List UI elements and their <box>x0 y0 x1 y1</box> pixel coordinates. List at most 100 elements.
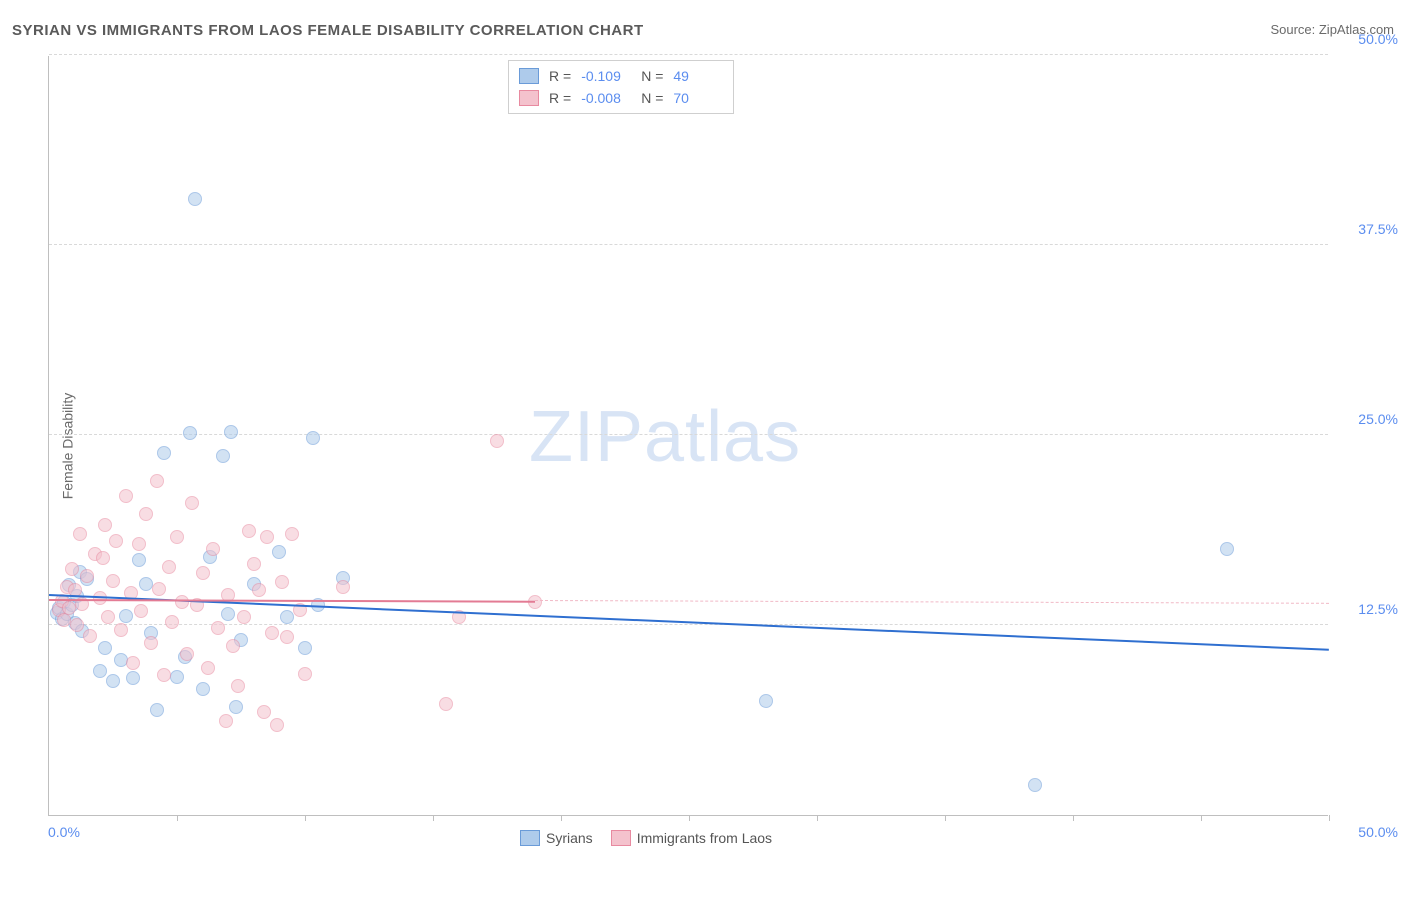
data-point <box>70 618 84 632</box>
data-point <box>119 609 133 623</box>
data-point <box>175 595 189 609</box>
data-point <box>157 446 171 460</box>
data-point <box>237 610 251 624</box>
data-point <box>165 615 179 629</box>
legend-r-label: R = <box>549 90 571 106</box>
data-point <box>170 530 184 544</box>
data-point <box>196 682 210 696</box>
data-point <box>152 582 166 596</box>
legend-n-value: 49 <box>673 68 723 84</box>
data-point <box>114 623 128 637</box>
x-tick <box>1073 815 1074 821</box>
data-point <box>226 639 240 653</box>
data-point <box>106 574 120 588</box>
legend-swatch <box>519 90 539 106</box>
data-point <box>93 664 107 678</box>
data-point <box>201 661 215 675</box>
data-point <box>109 534 123 548</box>
y-tick-label: 37.5% <box>1338 221 1398 237</box>
data-point <box>185 496 199 510</box>
data-point <box>144 636 158 650</box>
data-point <box>265 626 279 640</box>
data-point <box>229 700 243 714</box>
legend-label: Syrians <box>546 830 593 846</box>
y-tick-label: 25.0% <box>1338 411 1398 427</box>
legend-r-label: R = <box>549 68 571 84</box>
legend-label: Immigrants from Laos <box>637 830 772 846</box>
data-point <box>1220 542 1234 556</box>
data-point <box>439 697 453 711</box>
x-axis-min-label: 0.0% <box>48 824 80 920</box>
legend-item: Syrians <box>520 830 593 846</box>
data-point <box>759 694 773 708</box>
data-point <box>139 507 153 521</box>
x-tick <box>1329 815 1330 821</box>
legend-n-label: N = <box>641 90 663 106</box>
data-point <box>96 551 110 565</box>
series-legend: Syrians Immigrants from Laos <box>520 830 772 846</box>
data-point <box>260 530 274 544</box>
x-tick <box>817 815 818 821</box>
data-point <box>80 569 94 583</box>
data-point <box>132 553 146 567</box>
data-point <box>119 489 133 503</box>
data-point <box>306 431 320 445</box>
data-point <box>219 714 233 728</box>
data-point <box>126 656 140 670</box>
legend-n-label: N = <box>641 68 663 84</box>
legend-row: R = -0.008 N = 70 <box>519 87 723 109</box>
data-point <box>183 426 197 440</box>
legend-row: R = -0.109 N = 49 <box>519 65 723 87</box>
x-tick <box>689 815 690 821</box>
data-point <box>257 705 271 719</box>
legend-r-value: -0.008 <box>581 90 631 106</box>
data-point <box>73 527 87 541</box>
watermark: ZIPatlas <box>529 396 801 478</box>
data-point <box>180 647 194 661</box>
data-point <box>157 668 171 682</box>
data-point <box>298 641 312 655</box>
data-point <box>132 537 146 551</box>
gridline <box>49 434 1328 435</box>
x-tick <box>177 815 178 821</box>
x-tick <box>945 815 946 821</box>
data-point <box>231 679 245 693</box>
trend-line-extrapolated <box>535 600 1329 604</box>
legend-n-value: 70 <box>673 90 723 106</box>
data-point <box>285 527 299 541</box>
data-point <box>150 474 164 488</box>
data-point <box>490 434 504 448</box>
data-point <box>126 671 140 685</box>
data-point <box>98 641 112 655</box>
gridline <box>49 244 1328 245</box>
x-tick <box>305 815 306 821</box>
data-point <box>242 524 256 538</box>
data-point <box>221 607 235 621</box>
x-axis-max-label: 50.0% <box>1338 824 1398 920</box>
data-point <box>188 192 202 206</box>
data-point <box>252 583 266 597</box>
legend-r-value: -0.109 <box>581 68 631 84</box>
y-tick-label: 50.0% <box>1338 31 1398 47</box>
data-point <box>275 575 289 589</box>
data-point <box>272 545 286 559</box>
data-point <box>98 518 112 532</box>
legend-swatch <box>519 68 539 84</box>
plot-area: ZIPatlas 12.5%25.0%37.5%50.0% <box>48 56 1328 816</box>
data-point <box>280 630 294 644</box>
data-point <box>196 566 210 580</box>
data-point <box>83 629 97 643</box>
data-point <box>336 580 350 594</box>
correlation-legend: R = -0.109 N = 49 R = -0.008 N = 70 <box>508 60 734 114</box>
data-point <box>101 610 115 624</box>
x-tick <box>561 815 562 821</box>
legend-item: Immigrants from Laos <box>611 830 772 846</box>
legend-swatch <box>520 830 540 846</box>
x-tick <box>1201 815 1202 821</box>
data-point <box>211 621 225 635</box>
legend-swatch <box>611 830 631 846</box>
x-tick <box>433 815 434 821</box>
chart-container: SYRIAN VS IMMIGRANTS FROM LAOS FEMALE DI… <box>0 0 1406 892</box>
data-point <box>162 560 176 574</box>
data-point <box>170 670 184 684</box>
